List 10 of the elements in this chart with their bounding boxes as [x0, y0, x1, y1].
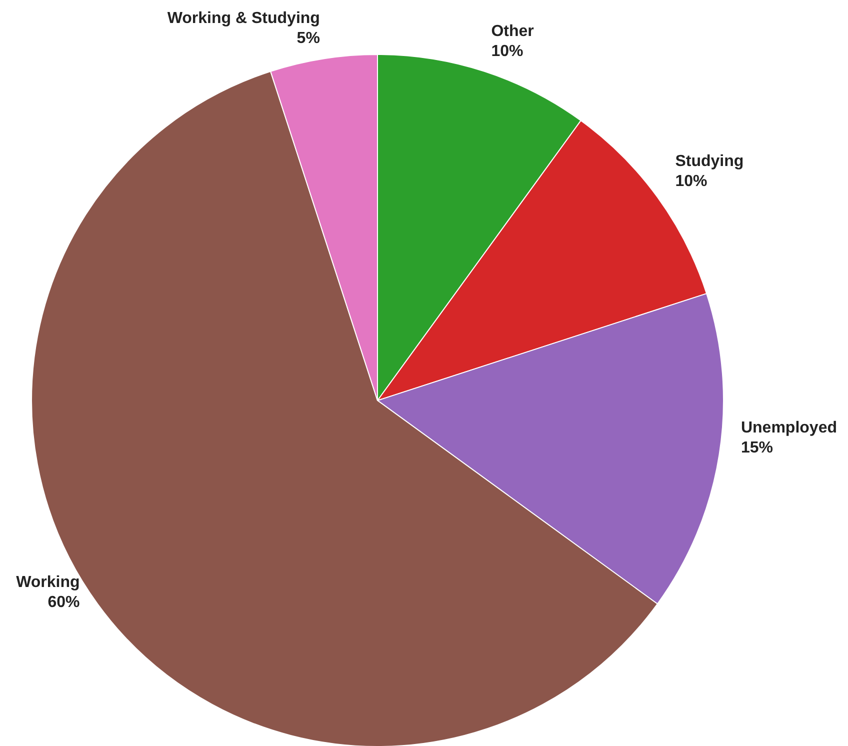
- slice-label: Working & Studying: [167, 10, 320, 27]
- data-label: 15%: [740, 440, 773, 457]
- data-label: 10%: [675, 173, 708, 190]
- slice-label: Working: [16, 574, 80, 591]
- data-label: 10%: [491, 43, 524, 60]
- slice-label: Studying: [675, 153, 744, 170]
- data-label: 60%: [48, 594, 80, 611]
- slice-label: Other: [491, 23, 534, 40]
- slice-label: Unemployed: [740, 420, 837, 437]
- data-label: 5%: [296, 30, 320, 47]
